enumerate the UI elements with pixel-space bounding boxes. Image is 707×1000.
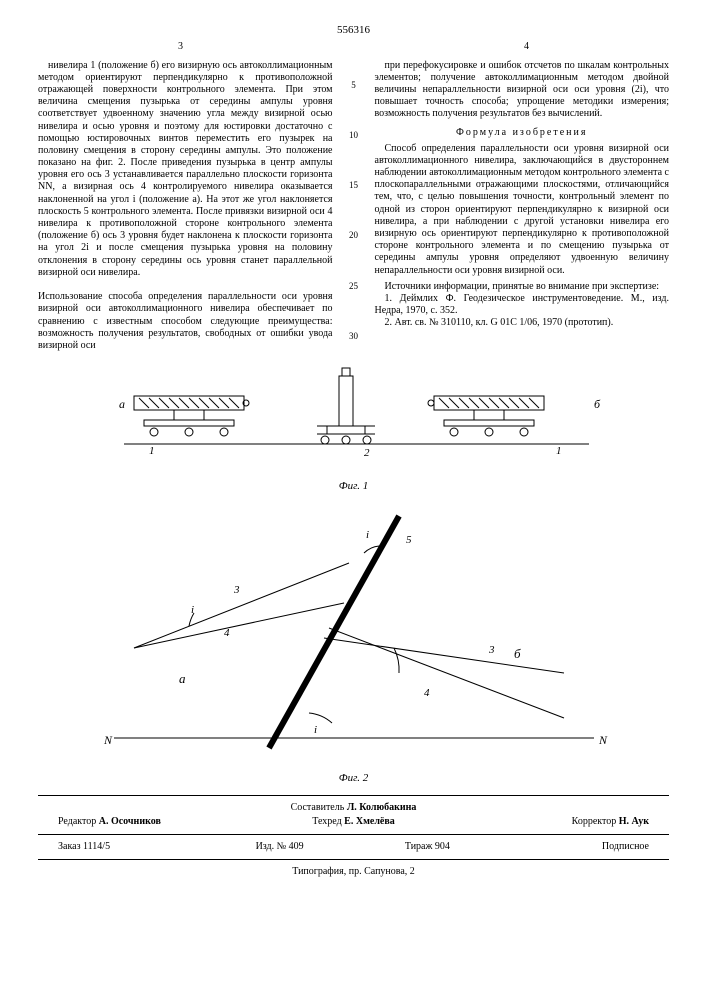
formula-body: Способ определения параллельности оси ур…: [375, 143, 670, 277]
fig1-label-a: а: [119, 397, 125, 411]
fig2-label-4b: 4: [424, 687, 430, 699]
fig2-label-i-top: i: [366, 529, 369, 541]
line-num: 25: [347, 281, 361, 292]
formula-heading: Формула изобретения: [375, 127, 670, 139]
corrector: Корректор Н. Аук: [452, 816, 649, 828]
subscription: Подписное: [501, 841, 649, 853]
tech-label: Техред: [312, 816, 341, 827]
fig1-caption: Фиг. 1: [94, 480, 614, 493]
page-numbers-row: 3 4: [38, 41, 669, 53]
fig2-label-N-right: N: [598, 733, 608, 747]
line-num: 10: [347, 130, 361, 141]
right-column: при перефокусировке и ошибок отсчетов по…: [375, 60, 670, 353]
fig1-label-b: б: [594, 397, 601, 411]
tech: Техред Е. Хмелёва: [255, 816, 452, 828]
fig2-svg: N N а б 3 4 5 3 4 i i i: [94, 508, 614, 768]
credits-row-2: Заказ 1114/5 Изд. № 409 Тираж 904 Подпис…: [38, 841, 669, 853]
fig1-label-2: 2: [364, 447, 370, 459]
sources-heading: Источники информации, принятые во вниман…: [375, 281, 670, 293]
source-1: 1. Деймлих Ф. Геодезическое инструментов…: [375, 293, 670, 317]
fig2-label-5: 5: [406, 534, 412, 546]
rule-3: [38, 859, 669, 860]
figure-2: N N а б 3 4 5 3 4 i i i Фиг. 2: [94, 508, 614, 785]
line-num: 30: [347, 331, 361, 342]
order: Заказ 1114/5: [58, 841, 206, 853]
source-2: 2. Авт. св. № 310110, кл. G 01C 1/06, 19…: [375, 317, 670, 329]
line-num: 5: [347, 80, 361, 91]
tirage: Тираж 904: [354, 841, 502, 853]
fig2-label-3b: 3: [488, 644, 495, 656]
fig2-caption: Фиг. 2: [94, 772, 614, 785]
line-num: 20: [347, 230, 361, 241]
editor-name: А. Осочников: [99, 816, 161, 827]
line-num: 15: [347, 180, 361, 191]
corr-label: Корректор: [572, 816, 617, 827]
editor-label: Редактор: [58, 816, 96, 827]
compiler-line: Составитель Л. Колюбакина: [38, 802, 669, 814]
fig1-label-1: 1: [149, 445, 155, 457]
printer-line: Типография, пр. Сапунова, 2: [38, 866, 669, 878]
page: 556316 3 4 нивелира 1 (положение б) его …: [0, 0, 707, 899]
fig2-label-N-left: N: [103, 733, 113, 747]
left-column-body: нивелира 1 (положение б) его визирную ос…: [38, 60, 333, 353]
text-columns: нивелира 1 (положение б) его визирную ос…: [38, 60, 669, 353]
fig1-svg: а б 1 2 1: [94, 366, 614, 476]
fig2-label-3a: 3: [233, 584, 240, 596]
fig2-label-a: а: [179, 671, 186, 686]
rule-2: [38, 834, 669, 835]
corr-name: Н. Аук: [619, 816, 649, 827]
right-column-intro: при перефокусировке и ошибок отсчетов по…: [375, 60, 670, 121]
figure-1: а б 1 2 1 Фиг. 1: [94, 366, 614, 493]
rule-1: [38, 795, 669, 796]
compiler-name: Л. Колюбакина: [347, 802, 417, 813]
fig2-label-b: б: [514, 646, 521, 661]
edition: Изд. № 409: [206, 841, 354, 853]
page-num-right: 4: [524, 41, 529, 53]
line-number-gutter: 5 10 15 20 25 30: [347, 60, 361, 353]
fig2-label-2i: i: [314, 724, 317, 736]
left-column: нивелира 1 (положение б) его визирную ос…: [38, 60, 333, 353]
page-num-left: 3: [178, 41, 183, 53]
document-number: 556316: [38, 24, 669, 37]
fig2-label-i-left: i: [191, 604, 194, 616]
credits-row-1: Редактор А. Осочников Техред Е. Хмелёва …: [38, 816, 669, 828]
fig2-label-4a: 4: [224, 627, 230, 639]
tech-name: Е. Хмелёва: [344, 816, 395, 827]
compiler-label: Составитель: [291, 802, 345, 813]
editor: Редактор А. Осочников: [58, 816, 255, 828]
fig1-label-1b: 1: [556, 445, 562, 457]
